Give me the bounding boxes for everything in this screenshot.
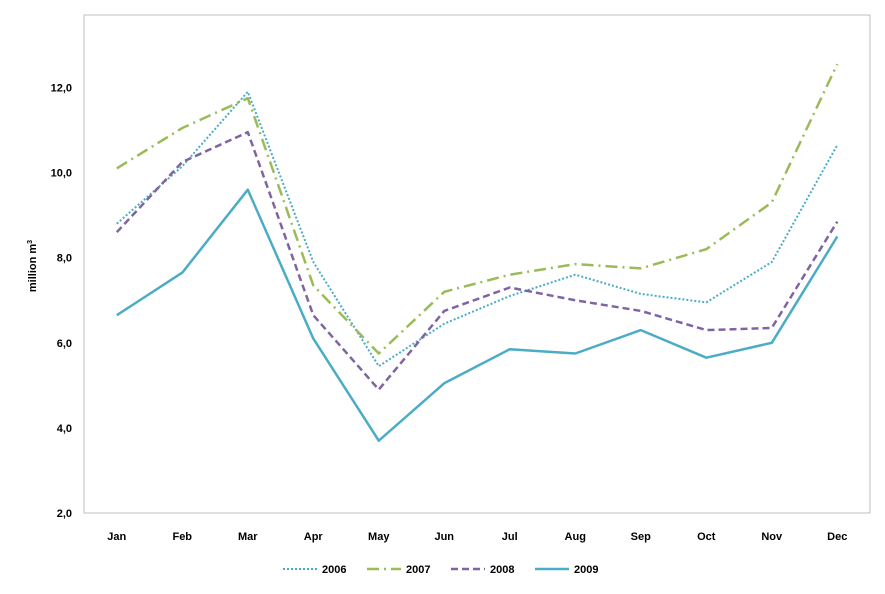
series-line-2009 <box>116 188 839 442</box>
y-tick-label: 10,0 <box>51 168 72 180</box>
series-group <box>115 63 839 442</box>
x-tick-label: Jan <box>107 531 126 543</box>
legend-label: 2007 <box>406 564 430 576</box>
x-tick-label: Aug <box>565 531 586 543</box>
plot-frame <box>83 14 871 514</box>
series-line-2006 <box>116 90 839 368</box>
x-tick-label: Oct <box>697 531 716 543</box>
legend: 2006 2007 2008 2009 <box>283 564 598 576</box>
x-tick-label: May <box>368 531 390 543</box>
x-tick-label: Sep <box>631 531 651 543</box>
legend-label: 2006 <box>322 564 346 576</box>
y-axis: 2,0 4,0 6,0 8,0 10,0 12,0 <box>51 83 72 520</box>
x-tick-label: Nov <box>761 531 783 543</box>
x-tick-label: Mar <box>238 531 258 543</box>
x-tick-label: Apr <box>304 531 324 543</box>
x-tick-label: Feb <box>172 531 192 543</box>
series-line-2008 <box>115 130 839 391</box>
x-tick-label: Dec <box>827 531 847 543</box>
y-tick-label: 2,0 <box>57 508 72 520</box>
y-axis-label: million m3 <box>27 240 39 292</box>
y-tick-label: 8,0 <box>57 253 72 265</box>
y-tick-label: 12,0 <box>51 83 72 95</box>
y-tick-label: 4,0 <box>57 423 72 435</box>
y-axis-label-superscript: 3 <box>27 240 34 244</box>
legend-label: 2009 <box>574 564 598 576</box>
y-axis-label-text: million m <box>27 244 39 293</box>
x-tick-label: Jul <box>502 531 518 543</box>
legend-label: 2008 <box>490 564 514 576</box>
x-axis: Jan Feb Mar Apr May Jun Jul Aug Sep Oct Nov Dec <box>107 531 847 543</box>
y-tick-label: 6,0 <box>57 338 72 350</box>
x-tick-label: Jun <box>434 531 454 543</box>
